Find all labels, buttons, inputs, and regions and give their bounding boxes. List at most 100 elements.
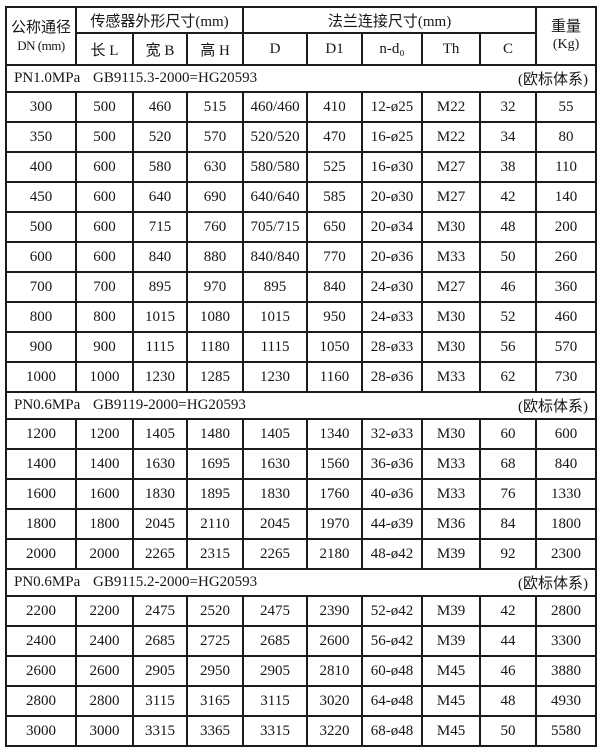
data-cell: 2000 xyxy=(75,538,134,570)
data-cell: 32-ø33 xyxy=(361,418,424,450)
data-cell: 2520 xyxy=(185,595,245,627)
data-cell: 460/460 xyxy=(242,91,309,123)
data-cell: 2265 xyxy=(132,538,188,570)
data-cell: M39 xyxy=(421,625,482,657)
header-cell-th: Th xyxy=(421,32,482,66)
data-cell: 50 xyxy=(479,241,538,273)
data-cell: 2685 xyxy=(132,625,188,657)
data-cell: 92 xyxy=(479,538,538,570)
data-cell: 1115 xyxy=(242,331,309,363)
spec-table: 公称通径 DN (mm) 传感器外形尺寸(mm) 法兰连接尺寸(mm) 重量 (… xyxy=(4,6,598,747)
section-standard-label: GB9115.2-2000=HG20593 xyxy=(93,574,258,590)
data-cell: 2800 xyxy=(5,685,77,717)
data-cell: M27 xyxy=(421,181,482,213)
data-cell: 895 xyxy=(242,271,309,303)
data-cell: 600 xyxy=(75,241,134,273)
data-cell: M45 xyxy=(421,655,482,687)
data-row: 3000 3000 3315 3365 3315 3220 68-ø48 M45 50 5580 xyxy=(5,715,598,747)
data-cell: 525 xyxy=(306,151,364,183)
data-cell: 2045 xyxy=(132,508,188,540)
data-cell: 840/840 xyxy=(242,241,309,273)
data-cell: 2685 xyxy=(242,625,309,657)
data-cell: M33 xyxy=(421,241,482,273)
data-cell: 5580 xyxy=(535,715,598,747)
data-cell: 350 xyxy=(5,121,77,153)
data-cell: 200 xyxy=(535,211,598,243)
header-cell-width: 宽 B xyxy=(132,32,188,66)
data-cell: 1560 xyxy=(306,448,364,480)
header-cell-length: 长 L xyxy=(75,32,134,66)
data-cell: 300 xyxy=(5,91,77,123)
data-cell: 2600 xyxy=(5,655,77,687)
data-cell: 970 xyxy=(185,271,245,303)
section-cell: PN0.6MPa GB9119-2000=HG20593 (欧标体系) xyxy=(4,391,598,420)
header-cell-dn: 公称通径 DN (mm) xyxy=(5,6,77,66)
data-cell: 3300 xyxy=(535,625,598,657)
data-cell: 715 xyxy=(132,211,188,243)
data-cell: 1400 xyxy=(75,448,134,480)
data-cell: 3000 xyxy=(75,715,134,747)
data-cell: 1830 xyxy=(242,478,309,510)
data-cell: 1230 xyxy=(132,361,188,393)
header-cell-d1: D1 xyxy=(306,32,364,66)
data-cell: 28-ø33 xyxy=(361,331,424,363)
data-cell: 28-ø36 xyxy=(361,361,424,393)
data-cell: 2390 xyxy=(306,595,364,627)
data-row: 450 600 640 690 640/640 585 20-ø30 M27 42 140 xyxy=(5,181,598,213)
data-cell: 1630 xyxy=(242,448,309,480)
data-cell: M30 xyxy=(421,331,482,363)
data-cell: 1630 xyxy=(132,448,188,480)
data-cell: 950 xyxy=(306,301,364,333)
weight-label-cn: 重量 xyxy=(551,19,582,36)
data-cell: 600 xyxy=(75,181,134,213)
data-cell: 900 xyxy=(75,331,134,363)
data-cell: 1080 xyxy=(185,301,245,333)
data-cell: 1285 xyxy=(185,361,245,393)
data-cell: 2180 xyxy=(306,538,364,570)
data-cell: M33 xyxy=(421,478,482,510)
data-row: 350 500 520 570 520/520 470 16-ø25 M22 34 80 xyxy=(5,121,598,153)
section-note-label: (欧标体系) xyxy=(518,72,589,88)
data-cell: 2200 xyxy=(5,595,77,627)
data-row: 800 800 1015 1080 1015 950 24-ø33 M30 52 460 xyxy=(5,301,598,333)
data-cell: 3315 xyxy=(242,715,309,747)
data-cell: M39 xyxy=(421,595,482,627)
section-note-label: (欧标体系) xyxy=(518,399,589,415)
data-cell: 3315 xyxy=(132,715,188,747)
data-cell: 2400 xyxy=(75,625,134,657)
data-cell: 500 xyxy=(75,91,134,123)
header-cell-weight: 重量 (Kg) xyxy=(535,6,598,66)
section-pn-label: PN0.6MPa xyxy=(14,397,81,413)
data-cell: 32 xyxy=(479,91,538,123)
header-cell-c: C xyxy=(479,32,538,66)
data-cell: 450 xyxy=(5,181,77,213)
data-cell: 20-ø30 xyxy=(361,181,424,213)
data-cell: 2905 xyxy=(242,655,309,687)
data-cell: 1340 xyxy=(306,418,364,450)
data-cell: 55 xyxy=(535,91,598,123)
data-cell: 410 xyxy=(306,91,364,123)
data-cell: 2300 xyxy=(535,538,598,570)
data-cell: 44-ø39 xyxy=(361,508,424,540)
data-cell: 1695 xyxy=(185,448,245,480)
data-cell: 520 xyxy=(132,121,188,153)
weight-label-unit: (Kg) xyxy=(552,36,580,52)
data-cell: 705/715 xyxy=(242,211,309,243)
data-cell: 50 xyxy=(479,715,538,747)
data-cell: 2110 xyxy=(185,508,245,540)
data-cell: 62 xyxy=(479,361,538,393)
data-cell: 600 xyxy=(535,418,598,450)
data-row: 2600 2600 2905 2950 2905 2810 60-ø48 M45 46 3880 xyxy=(5,655,598,687)
section-standard-label: GB9119-2000=HG20593 xyxy=(93,397,246,413)
data-cell: 360 xyxy=(535,271,598,303)
data-cell: 44 xyxy=(479,625,538,657)
section-row-content: PN0.6MPa GB9115.2-2000=HG20593 (欧标体系) xyxy=(8,572,594,593)
section-row-content: PN1.0MPa GB9115.3-2000=HG20593 (欧标体系) xyxy=(8,68,594,89)
table-header: 公称通径 DN (mm) 传感器外形尺寸(mm) 法兰连接尺寸(mm) 重量 (… xyxy=(5,6,598,66)
data-cell: 800 xyxy=(75,301,134,333)
data-cell: 840 xyxy=(306,271,364,303)
data-cell: 52 xyxy=(479,301,538,333)
data-cell: 1480 xyxy=(185,418,245,450)
data-cell: 460 xyxy=(132,91,188,123)
